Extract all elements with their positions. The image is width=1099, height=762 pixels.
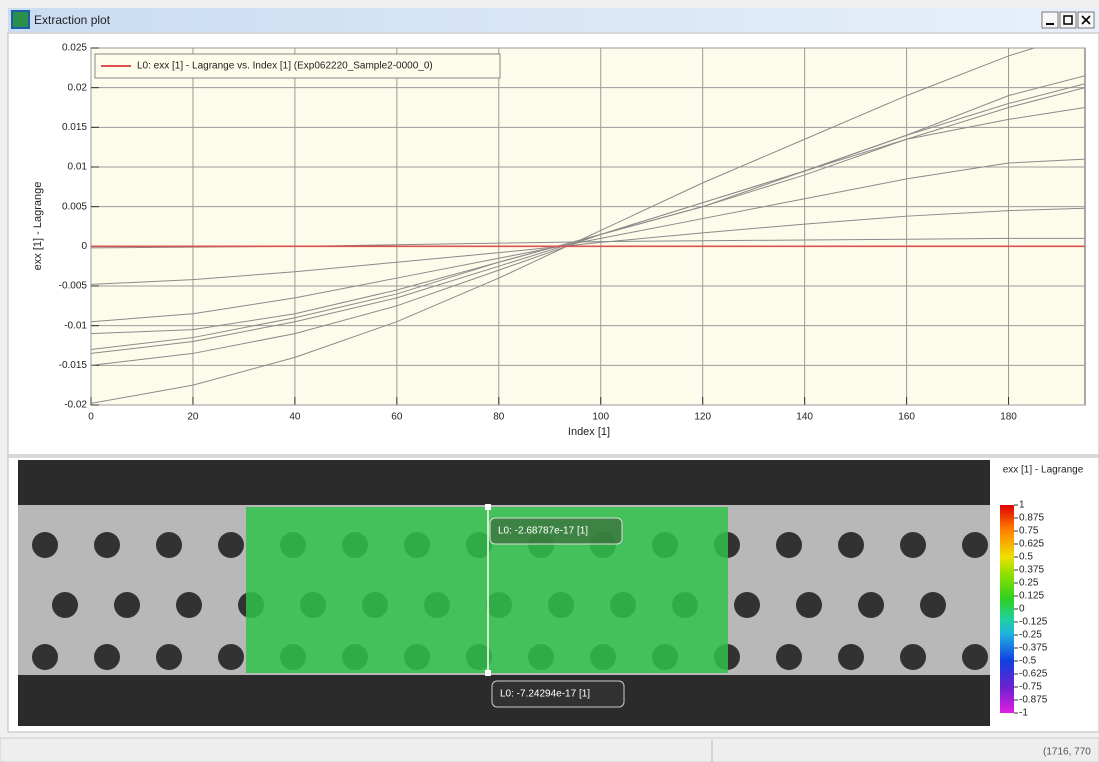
colorbar <box>1000 505 1014 713</box>
window-title: Extraction plot <box>34 13 111 27</box>
value-label: L0: -7.24294e-17 [1] <box>500 689 590 700</box>
specimen-hole <box>776 644 802 670</box>
specimen-hole <box>156 532 182 558</box>
y-tick-label: 0.005 <box>62 201 87 212</box>
status-coords: (1716, 770 <box>1043 747 1091 758</box>
colorbar-tick-label: -0.125 <box>1019 617 1048 628</box>
x-tick-label: 140 <box>796 412 813 423</box>
y-tick-label: 0.01 <box>68 162 88 173</box>
value-label: L0: -2.68787e-17 [1] <box>498 526 588 537</box>
colorbar-tick-label: 0.75 <box>1019 526 1039 537</box>
x-tick-label: 180 <box>1000 412 1017 423</box>
colorbar-tick-label: 0.625 <box>1019 539 1044 550</box>
specimen-hole <box>114 592 140 618</box>
colorbar-tick-label: -0.375 <box>1019 643 1048 654</box>
specimen-hole <box>52 592 78 618</box>
y-tick-label: -0.01 <box>64 320 87 331</box>
x-tick-label: 0 <box>88 412 94 423</box>
plot-area <box>91 48 1085 405</box>
title-bar <box>8 8 1099 32</box>
colorbar-tick-label: -0.5 <box>1019 656 1037 667</box>
line-handle[interactable] <box>485 504 491 510</box>
specimen-hole <box>156 644 182 670</box>
x-tick-label: 60 <box>391 412 403 423</box>
x-tick-label: 20 <box>187 412 199 423</box>
maximize-button[interactable] <box>1060 12 1076 28</box>
specimen-hole <box>962 644 988 670</box>
colorbar-tick-label: -0.875 <box>1019 695 1048 706</box>
colorbar-tick-label: 0.125 <box>1019 591 1044 602</box>
x-tick-label: 40 <box>289 412 301 423</box>
minimize-button[interactable] <box>1042 12 1058 28</box>
specimen-hole <box>776 532 802 558</box>
x-tick-label: 120 <box>694 412 711 423</box>
specimen-hole <box>94 532 120 558</box>
specimen-hole <box>858 592 884 618</box>
status-bar <box>0 738 1099 762</box>
y-tick-label: -0.015 <box>59 360 88 371</box>
app-window: Extraction plot 020406080100120140160180… <box>0 0 1099 762</box>
colorbar-tick-label: -0.625 <box>1019 669 1048 680</box>
specimen-hole <box>32 644 58 670</box>
specimen-hole <box>920 592 946 618</box>
y-tick-label: 0.02 <box>68 82 88 93</box>
colorbar-tick-label: 0.375 <box>1019 565 1044 576</box>
x-tick-label: 80 <box>493 412 505 423</box>
y-axis-label: exx [1] - Lagrange <box>32 182 44 271</box>
specimen-hole <box>962 532 988 558</box>
specimen-hole <box>900 644 926 670</box>
specimen-hole <box>838 644 864 670</box>
window-buttons[interactable] <box>1042 12 1094 28</box>
colorbar-tick-label: -0.25 <box>1019 630 1042 641</box>
legend-label: L0: exx [1] - Lagrange vs. Index [1] (Ex… <box>137 61 433 72</box>
y-tick-label: 0.025 <box>62 43 87 54</box>
specimen-hole <box>176 592 202 618</box>
window-icon <box>12 11 29 28</box>
specimen-hole <box>218 644 244 670</box>
extraction-region <box>246 507 728 673</box>
specimen-hole <box>796 592 822 618</box>
specimen-hole <box>32 532 58 558</box>
specimen-hole <box>734 592 760 618</box>
x-tick-label: 100 <box>592 412 609 423</box>
colorbar-title: exx [1] - Lagrange <box>1003 465 1084 476</box>
y-tick-label: -0.005 <box>59 281 88 292</box>
specimen-hole <box>218 532 244 558</box>
x-axis-label: Index [1] <box>568 426 610 438</box>
colorbar-tick-label: 1 <box>1019 500 1025 511</box>
specimen-hole <box>900 532 926 558</box>
specimen-hole <box>838 532 864 558</box>
colorbar-tick-label: 0.875 <box>1019 513 1044 524</box>
y-tick-label: 0 <box>81 241 87 252</box>
y-tick-label: 0.015 <box>62 122 87 133</box>
x-tick-label: 160 <box>898 412 915 423</box>
specimen-hole <box>94 644 120 670</box>
colorbar-tick-label: 0.25 <box>1019 578 1039 589</box>
colorbar-tick-label: 0.5 <box>1019 552 1033 563</box>
colorbar-tick-label: 0 <box>1019 604 1025 615</box>
y-tick-label: -0.02 <box>64 400 87 411</box>
colorbar-tick-label: -1 <box>1019 708 1028 719</box>
line-handle[interactable] <box>485 670 491 676</box>
colorbar-tick-label: -0.75 <box>1019 682 1042 693</box>
